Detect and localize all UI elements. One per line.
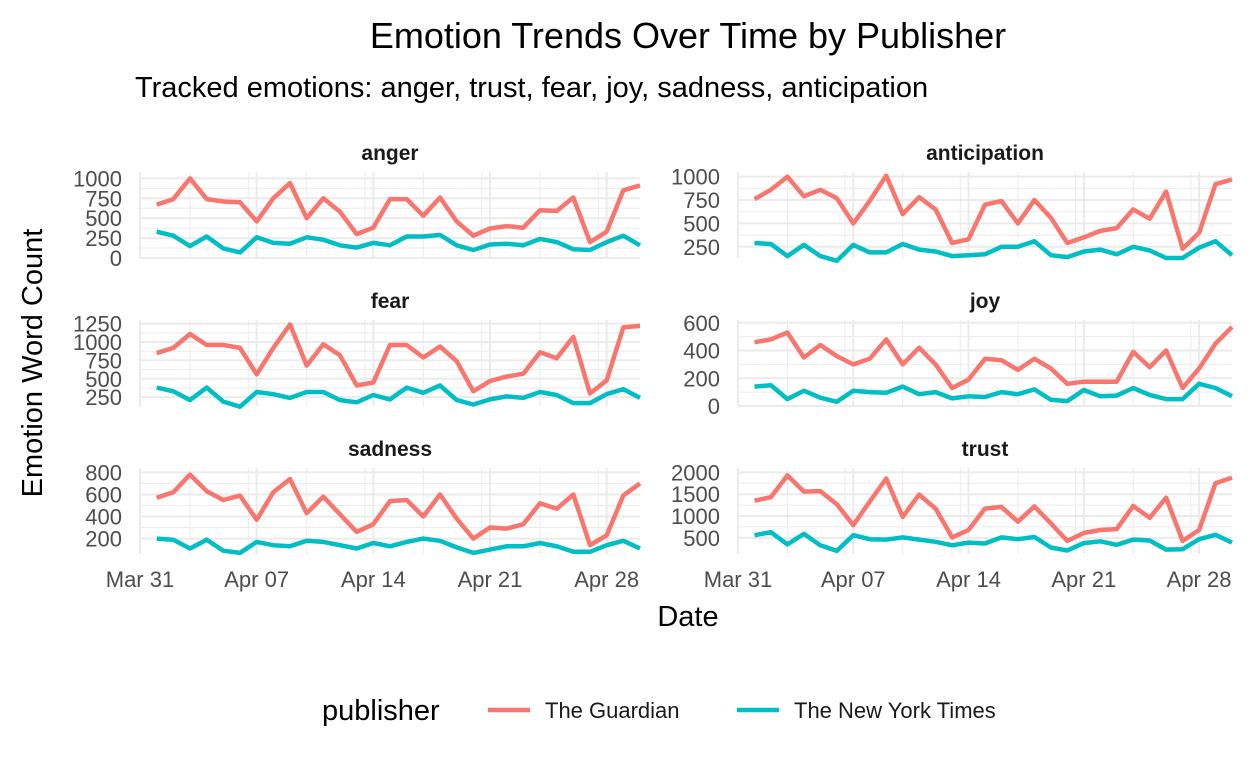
y-tick-label: 750 bbox=[85, 348, 122, 373]
y-tick-label: 1000 bbox=[671, 504, 720, 529]
series-line-the-guardian bbox=[155, 472, 642, 548]
x-axis-ticks: Mar 31 Apr 07 Apr 14 Apr 21 Apr 28 Mar 31 Apr … bbox=[106, 567, 1232, 592]
chart-title: Emotion Trends Over Time by Publisher bbox=[370, 15, 1006, 56]
x-tick-label: Apr 07 bbox=[821, 567, 886, 592]
facet-strip-label: trust bbox=[962, 438, 1009, 461]
x-tick-label: Mar 31 bbox=[704, 567, 772, 592]
y-tick-label: 400 bbox=[683, 339, 720, 364]
x-tick-label: Apr 28 bbox=[1167, 567, 1232, 592]
series-line-the-new-york-times bbox=[156, 229, 642, 255]
y-tick-label: 500 bbox=[683, 211, 720, 236]
legend-title: publisher bbox=[322, 695, 440, 727]
series-line-the-new-york-times bbox=[156, 383, 642, 409]
y-tick-label: 250 bbox=[683, 235, 720, 260]
legend-label: The New York Times bbox=[794, 698, 996, 723]
y-axis-title: Emotion Word Count bbox=[17, 229, 49, 498]
legend-label: The Guardian bbox=[545, 698, 680, 723]
legend-item-the-new-york-times: The New York Times bbox=[737, 698, 996, 723]
x-tick-label: Mar 31 bbox=[106, 567, 174, 592]
y-tick-label: 0 bbox=[110, 246, 122, 271]
x-tick-label: Apr 21 bbox=[458, 567, 523, 592]
x-tick-label: Apr 07 bbox=[224, 567, 289, 592]
series-line-the-guardian bbox=[754, 473, 1233, 544]
x-axis-title: Date bbox=[657, 601, 718, 633]
facet-strip-label: anticipation bbox=[926, 142, 1044, 165]
y-tick-label: 600 bbox=[85, 482, 122, 507]
y-tick-label: 250 bbox=[85, 385, 122, 410]
y-tick-label: 200 bbox=[683, 366, 720, 391]
y-tick-label: 750 bbox=[85, 186, 122, 211]
series-line-the-guardian bbox=[156, 322, 641, 396]
y-tick-label: 500 bbox=[85, 206, 122, 231]
x-tick-label: Apr 14 bbox=[341, 567, 406, 592]
facet-strip-label: anger bbox=[361, 142, 418, 165]
series-line-the-new-york-times bbox=[754, 381, 1234, 405]
series-line-the-guardian bbox=[753, 173, 1233, 251]
facet-panels: 02505007501000anger2505007501000anticipa… bbox=[73, 142, 1234, 592]
y-tick-label: 400 bbox=[85, 505, 122, 530]
series-line-the-new-york-times bbox=[754, 529, 1233, 554]
chart-subtitle: Tracked emotions: anger, trust, fear, jo… bbox=[135, 72, 928, 104]
series-line-the-new-york-times bbox=[754, 238, 1234, 264]
y-tick-label: 500 bbox=[683, 526, 720, 551]
y-tick-label: 1500 bbox=[671, 482, 720, 507]
x-tick-label: Apr 14 bbox=[936, 567, 1001, 592]
y-tick-label: 1000 bbox=[671, 165, 720, 190]
legend: publisher The Guardian The New York Times bbox=[322, 695, 996, 727]
y-tick-label: 250 bbox=[85, 226, 122, 251]
y-tick-label: 500 bbox=[85, 367, 122, 392]
y-tick-label: 800 bbox=[85, 460, 122, 485]
y-tick-label: 600 bbox=[683, 311, 720, 336]
series-line-the-guardian bbox=[754, 325, 1234, 391]
legend-item-the-guardian: The Guardian bbox=[488, 698, 680, 723]
series-line-the-new-york-times bbox=[156, 536, 641, 556]
x-tick-label: Apr 21 bbox=[1051, 567, 1116, 592]
y-tick-label: 1250 bbox=[73, 312, 122, 337]
series-line-the-guardian bbox=[155, 176, 641, 245]
y-tick-label: 1000 bbox=[73, 330, 122, 355]
y-tick-label: 0 bbox=[708, 394, 720, 419]
y-tick-label: 2000 bbox=[671, 460, 720, 485]
y-tick-label: 750 bbox=[683, 188, 720, 213]
facet-strip-label: fear bbox=[371, 290, 410, 313]
facet-strip-label: joy bbox=[969, 290, 1001, 313]
x-tick-label: Apr 28 bbox=[574, 567, 639, 592]
facet-strip-label: sadness bbox=[348, 438, 432, 461]
y-tick-label: 200 bbox=[85, 527, 122, 552]
y-tick-label: 1000 bbox=[73, 166, 122, 191]
